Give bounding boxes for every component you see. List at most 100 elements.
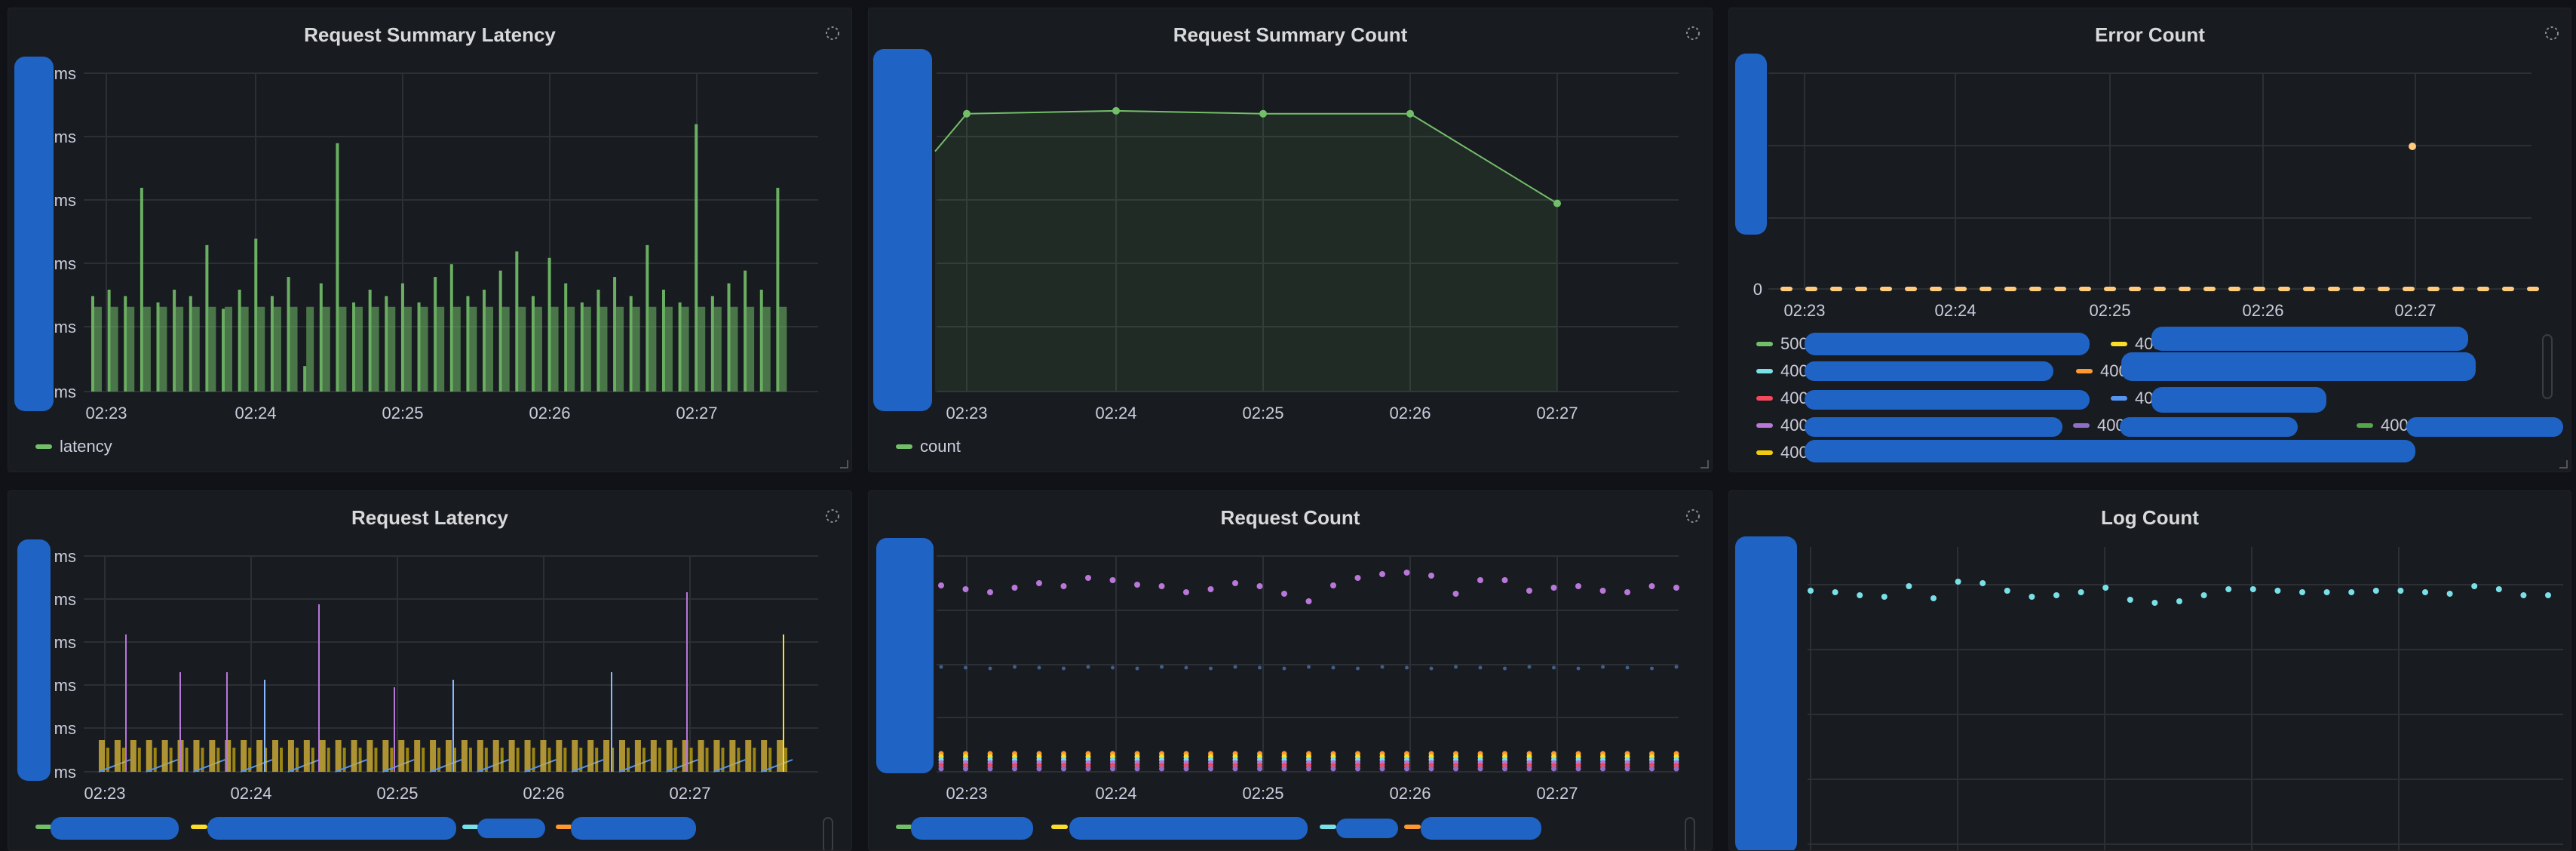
redacted-legend-text (571, 817, 696, 840)
data-point (1501, 577, 1508, 583)
data-point (987, 589, 993, 595)
bar (385, 296, 388, 392)
resize-handle-icon[interactable] (839, 459, 848, 469)
data-point (2471, 583, 2478, 589)
bar (201, 748, 204, 772)
bar (130, 740, 136, 772)
legend-item[interactable]: 400 (1756, 389, 1808, 408)
legend-item[interactable] (556, 825, 572, 829)
legend-item[interactable] (1320, 825, 1336, 829)
legend-item[interactable] (1051, 825, 1068, 829)
panel-title[interactable]: Error Count (2095, 23, 2205, 46)
legend-item[interactable] (896, 825, 912, 829)
redacted-legend-text (207, 817, 456, 840)
redacted-legend-text (1336, 819, 1398, 838)
bar (681, 306, 689, 392)
panel-title[interactable]: Request Latency (351, 506, 509, 529)
bar (143, 306, 151, 392)
data-point (1526, 588, 1532, 594)
legend-item[interactable]: 500 (1756, 334, 1808, 354)
bar (434, 277, 437, 392)
legend-scrollbar[interactable] (823, 817, 833, 850)
bar (486, 306, 494, 392)
loading-icon (1686, 509, 1700, 523)
data-point (1503, 666, 1507, 671)
x-tick-label: 02:27 (1536, 784, 1578, 803)
data-point (1980, 287, 1992, 291)
bar (579, 748, 583, 772)
data-point (1955, 579, 1961, 585)
bar (761, 740, 768, 772)
data-point (1527, 665, 1532, 669)
data-point (1830, 287, 1842, 291)
bar (492, 740, 499, 772)
x-tick-label: 02:23 (84, 784, 125, 803)
panel-request-count: Request Count 02:23 02:24 02:25 02:26 02:27 (868, 490, 1713, 851)
data-point (1159, 766, 1164, 772)
bar (664, 306, 673, 392)
bar (468, 748, 472, 772)
data-point (1428, 573, 1434, 579)
bar (477, 740, 483, 772)
bar (270, 296, 274, 392)
x-tick-label: 02:24 (235, 404, 276, 422)
bar (388, 306, 396, 392)
legend-scrollbar[interactable] (1685, 817, 1695, 850)
bar (547, 748, 551, 772)
legend-item-count[interactable]: count (896, 437, 961, 456)
bar (358, 748, 362, 772)
legend-item-latency[interactable]: latency (35, 437, 112, 456)
panel-request-summary-latency: Request Summary Latency ms ms ms ms ms ms 02:2… (8, 8, 852, 472)
data-point (2378, 287, 2390, 291)
bar (524, 740, 531, 772)
bar (417, 302, 421, 392)
legend-item[interactable] (462, 825, 479, 829)
bar (153, 748, 157, 772)
data-point (2151, 600, 2158, 606)
bar (642, 748, 646, 772)
bar (721, 748, 725, 772)
legend-item[interactable]: 400( (2357, 416, 2414, 435)
resize-handle-icon[interactable] (1700, 459, 1709, 469)
panel-title[interactable]: Log Count (2101, 506, 2199, 529)
legend-scrollbar[interactable] (2542, 334, 2553, 399)
redacted-legend-text (2406, 417, 2563, 437)
bar (627, 748, 630, 772)
count-chart: 02:23 02:24 02:25 02:26 02:27 (934, 72, 1679, 422)
bar (466, 296, 470, 392)
bar (336, 143, 339, 392)
data-point (1207, 586, 1214, 592)
bar (508, 740, 515, 772)
bar (595, 748, 599, 772)
bar (531, 296, 535, 392)
data-point (2299, 589, 2305, 595)
bar (114, 740, 121, 772)
x-tick-label: 02:26 (1389, 784, 1431, 803)
redacted-legend-text (1805, 333, 2090, 355)
legend-item[interactable]: 400 (1756, 416, 1808, 435)
panel-title[interactable]: Request Count (1220, 506, 1360, 529)
bar (342, 748, 346, 772)
bar (613, 277, 617, 392)
data-point (2495, 586, 2502, 592)
legend-item[interactable] (1404, 825, 1421, 829)
panel-title[interactable]: Request Summary Latency (304, 23, 556, 46)
panel-title[interactable]: Request Summary Count (1173, 23, 1408, 46)
data-point (1832, 589, 1838, 595)
legend-item[interactable] (191, 825, 207, 829)
data-point (1183, 766, 1189, 772)
resize-handle-icon[interactable] (2559, 459, 2568, 469)
bar (176, 306, 184, 392)
bar (649, 306, 657, 392)
legend-item[interactable] (35, 825, 52, 829)
data-point (1454, 665, 1458, 669)
data-point (1160, 665, 1164, 669)
legend-item[interactable]: 400 (2076, 361, 2128, 381)
data-point (2127, 597, 2133, 603)
data-point (1306, 766, 1311, 772)
data-point (1599, 588, 1606, 594)
bar (287, 740, 294, 772)
data-point (1233, 665, 1237, 669)
legend-item[interactable]: 400 (1756, 361, 1808, 381)
data-point (1036, 580, 1042, 586)
